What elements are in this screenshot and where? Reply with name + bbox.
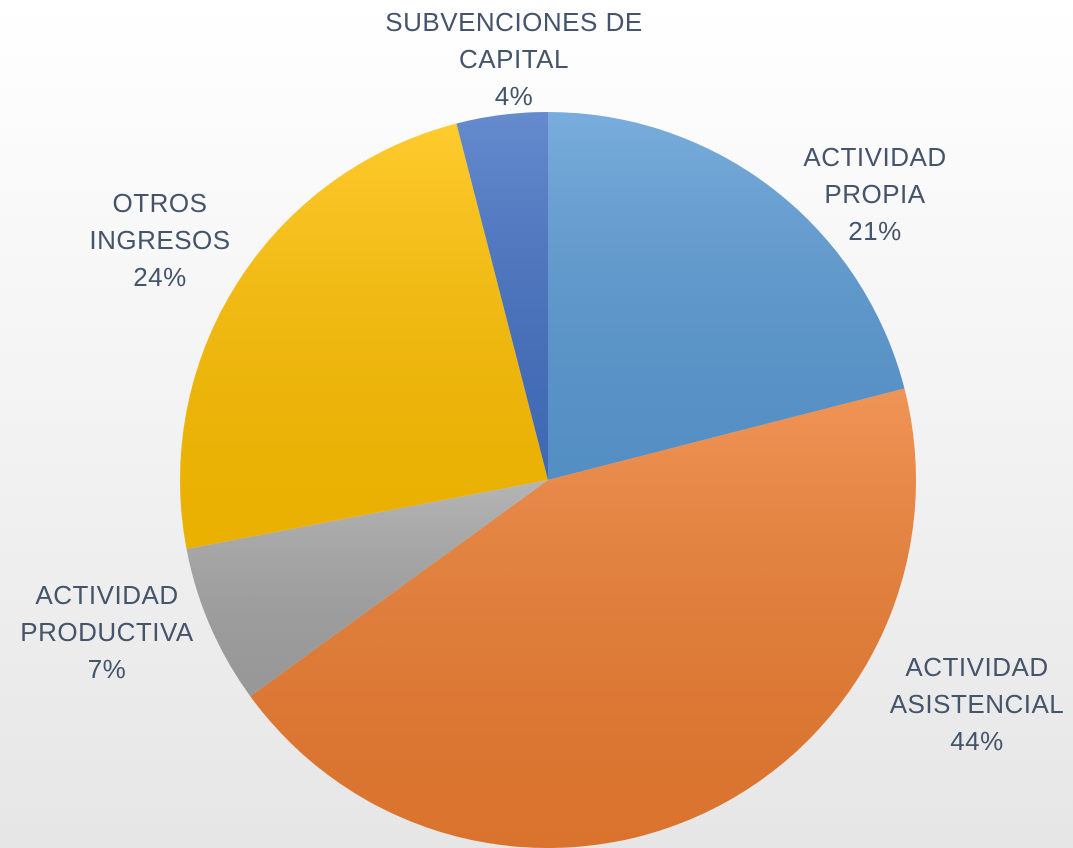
slice-shade (186, 480, 548, 697)
slice-shade (548, 112, 905, 480)
category-name: ACTIVIDAD ASISTENCIAL (889, 652, 1065, 719)
slice-label: ACTIVIDAD PRODUCTIVA 7% (7, 577, 207, 688)
slice-shade (456, 112, 548, 480)
slice-label: ACTIVIDAD PROPIA 21% (780, 139, 970, 250)
category-name: SUBVENCIONES DE CAPITAL (385, 7, 643, 74)
slice-label: SUBVENCIONES DE CAPITAL 4% (369, 4, 659, 115)
category-name: OTROS INGRESOS (89, 188, 231, 255)
category-name: ACTIVIDAD PROPIA (803, 142, 947, 209)
value-label: 4% (494, 81, 534, 111)
slice-shade (180, 123, 548, 549)
slice-shade (250, 388, 917, 848)
value-label: 21% (848, 216, 902, 246)
value-label: 44% (950, 726, 1004, 756)
slice-label: ACTIVIDAD ASISTENCIAL 44% (877, 649, 1073, 760)
value-label: 24% (133, 262, 187, 292)
category-name: ACTIVIDAD PRODUCTIVA (20, 580, 194, 647)
slice-label: OTROS INGRESOS 24% (80, 185, 240, 296)
value-label: 7% (87, 654, 127, 684)
